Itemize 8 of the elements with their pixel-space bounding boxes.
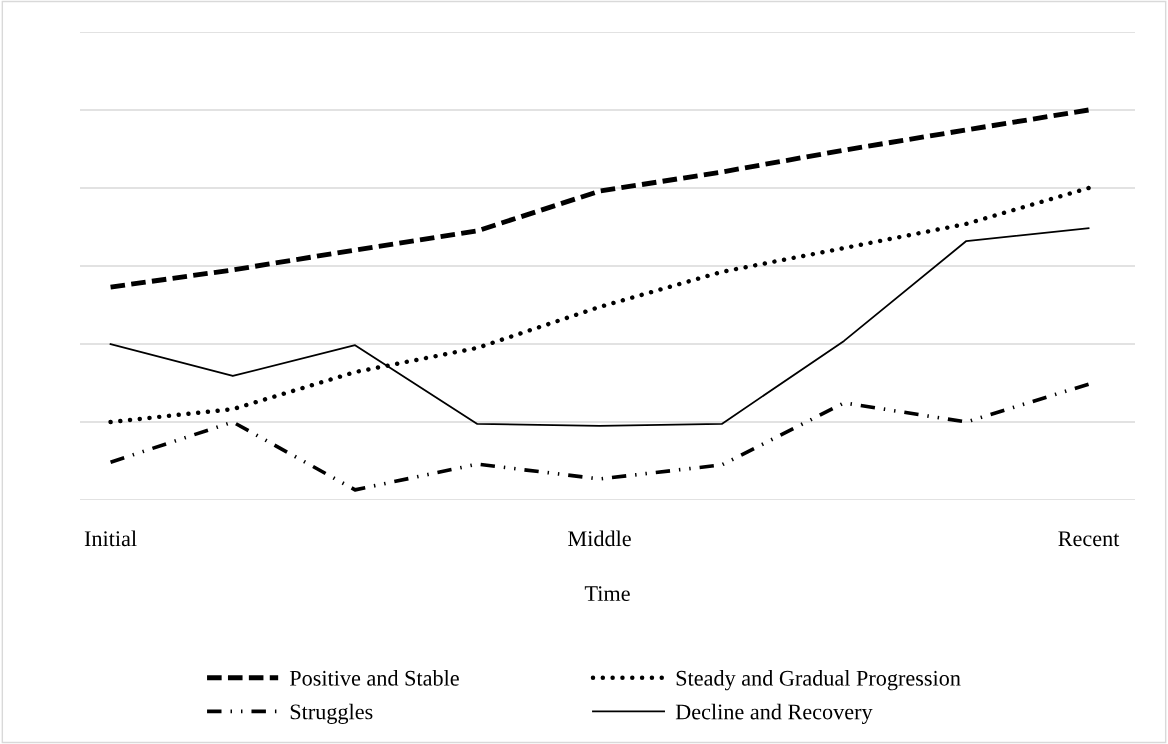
- legend-label: Positive and Stable: [289, 670, 459, 686]
- x-tick-label: Recent: [1058, 531, 1120, 547]
- legend-label: Steady and Gradual Progression: [676, 670, 961, 691]
- legend-label: Struggles: [290, 703, 373, 724]
- x-axis-title: Time: [584, 586, 630, 602]
- x-tick-label: Initial: [84, 530, 137, 547]
- legend-label: Decline and Recovery: [675, 703, 873, 724]
- x-tick-label: Middle: [568, 530, 631, 547]
